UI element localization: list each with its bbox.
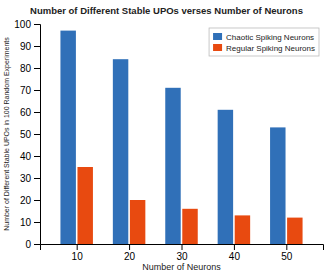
tick-mark bbox=[77, 244, 78, 250]
legend-swatch bbox=[213, 44, 222, 51]
tick: 100 bbox=[14, 19, 40, 30]
tick: 80 bbox=[20, 63, 40, 74]
chart: 10 20 30 40 50 0 10 20 30 40 50 60 70 80 90 100 Chaotic … bbox=[0, 0, 333, 274]
axis-line bbox=[41, 245, 324, 251]
series bbox=[60, 31, 285, 244]
axis-line bbox=[34, 25, 41, 245]
tick-mark bbox=[234, 244, 235, 250]
title: Number of Different Stable UPOs verses N… bbox=[30, 5, 303, 16]
tick: 10 bbox=[72, 244, 84, 262]
x-axis-title: Number of Neurons bbox=[142, 262, 221, 272]
tick: 30 bbox=[20, 173, 40, 184]
tick-label: 30 bbox=[176, 251, 188, 262]
bar bbox=[60, 31, 75, 244]
tick-mark bbox=[34, 68, 40, 69]
bar bbox=[287, 218, 302, 244]
tick-mark bbox=[34, 156, 40, 157]
tick: 40 bbox=[229, 244, 241, 262]
tick: 10 bbox=[20, 217, 40, 228]
tick-label: 50 bbox=[281, 251, 293, 262]
tick-mark bbox=[129, 244, 130, 250]
bar bbox=[113, 59, 128, 244]
legend-box bbox=[209, 28, 319, 56]
tick: 50 bbox=[281, 244, 293, 262]
y-axis-title: Number of Different Stable UPOs in 100 R… bbox=[3, 37, 11, 231]
tick-mark bbox=[34, 90, 40, 91]
tick-mark bbox=[34, 222, 40, 223]
y-axis: 0 10 20 30 40 50 60 70 80 90 100 bbox=[14, 19, 40, 250]
tick: 50 bbox=[20, 129, 40, 140]
tick-label: 40 bbox=[229, 251, 241, 262]
tick-label: 10 bbox=[20, 217, 32, 228]
tick: 0 bbox=[25, 239, 40, 250]
tick-label: 10 bbox=[72, 251, 84, 262]
legend-item: Chaotic Spiking Neurons bbox=[213, 33, 314, 42]
bar bbox=[182, 209, 197, 244]
tick-mark bbox=[34, 178, 40, 179]
tick-label: 100 bbox=[14, 19, 31, 30]
tick-label: 20 bbox=[124, 251, 136, 262]
tick: 20 bbox=[124, 244, 136, 262]
tick: 20 bbox=[20, 195, 40, 206]
legend-label: Chaotic Spiking Neurons bbox=[226, 33, 314, 42]
legend: Chaotic Spiking Neurons Regular Spiking N… bbox=[209, 28, 319, 56]
tick: 90 bbox=[20, 41, 40, 52]
bars bbox=[60, 31, 302, 244]
tick: 30 bbox=[176, 244, 188, 262]
bar bbox=[235, 215, 250, 244]
tick-mark bbox=[34, 134, 40, 135]
tick-mark bbox=[182, 244, 183, 250]
bar bbox=[270, 127, 285, 244]
tick-label: 50 bbox=[20, 129, 32, 140]
series bbox=[77, 167, 302, 244]
legend-item: Regular Spiking Neurons bbox=[213, 44, 315, 53]
tick-label: 20 bbox=[20, 195, 32, 206]
tick-label: 0 bbox=[25, 239, 31, 250]
tick: 70 bbox=[20, 85, 40, 96]
tick-mark bbox=[34, 112, 40, 113]
legend-swatch bbox=[213, 33, 222, 40]
tick-label: 90 bbox=[20, 41, 32, 52]
tick-label: 60 bbox=[20, 107, 32, 118]
tick-label: 30 bbox=[20, 173, 32, 184]
tick-mark bbox=[34, 24, 40, 25]
tick-mark bbox=[34, 244, 40, 245]
tick-label: 40 bbox=[20, 151, 32, 162]
bar bbox=[218, 110, 233, 244]
bar bbox=[77, 167, 92, 244]
plot-area: 10 20 30 40 50 0 10 20 30 40 50 60 70 80 90 100 Chaotic … bbox=[14, 19, 323, 262]
tick: 60 bbox=[20, 107, 40, 118]
x-axis: 10 20 30 40 50 bbox=[41, 244, 324, 262]
tick-label: 80 bbox=[20, 63, 32, 74]
legend-label: Regular Spiking Neurons bbox=[226, 44, 315, 53]
tick-mark bbox=[34, 200, 40, 201]
bar bbox=[130, 200, 145, 244]
tick: 40 bbox=[20, 151, 40, 162]
bar bbox=[165, 88, 180, 244]
tick-mark bbox=[34, 46, 40, 47]
tick-label: 70 bbox=[20, 85, 32, 96]
tick-mark bbox=[286, 244, 287, 250]
